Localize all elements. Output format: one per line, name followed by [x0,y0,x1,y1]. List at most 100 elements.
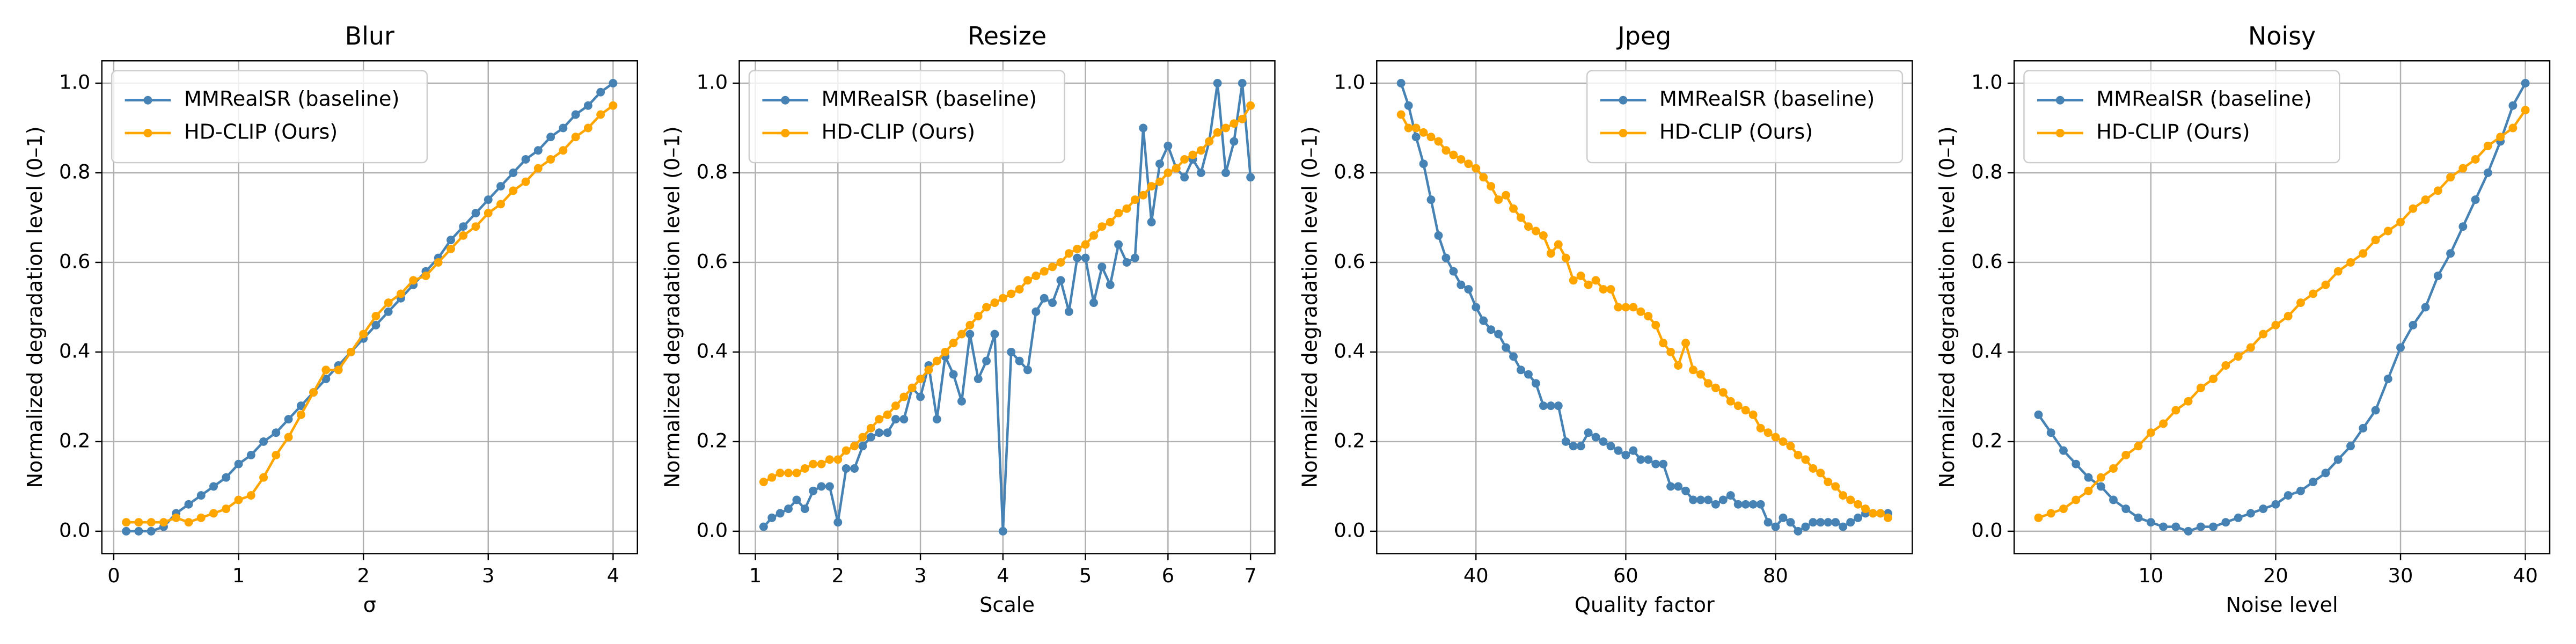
data-point [1147,182,1156,191]
data-point [1576,442,1585,451]
data-point [767,473,777,482]
data-point [1163,141,1173,150]
data-point [2159,419,2168,428]
data-point [2383,375,2392,383]
data-point [916,392,925,401]
data-point [1554,240,1563,249]
x-axis-label: Quality factor [1575,593,1715,617]
data-point [1531,379,1540,388]
data-point [2234,513,2243,522]
data-point [1048,298,1057,308]
legend-label: MMRealSR (baseline) [822,87,1037,111]
y-tick-label: 0.6 [1971,250,2002,273]
data-point [2034,513,2043,522]
data-point [1689,495,1697,504]
data-point [2371,406,2380,415]
data-point [384,298,393,308]
data-point [965,320,975,330]
data-point [1569,276,1578,285]
legend-label: MMRealSR (baseline) [184,87,400,111]
data-point [396,289,405,298]
legend-label: HD-CLIP (Ours) [2096,120,2250,144]
data-point [1517,365,1525,375]
data-point [1007,289,1016,298]
subplot: 0.0 0.2 0.4 0.6 0.8 1.0 0 1 2 3 4 Blur σ Normalized d… [23,21,638,617]
data-point [932,415,941,424]
data-point [2421,195,2430,204]
x-tick-label: 10 [2138,564,2163,587]
x-tick-label: 4 [607,564,619,587]
data-point [850,464,859,473]
data-point [1114,240,1123,249]
data-point [1636,307,1645,316]
data-point [1073,244,1082,253]
data-point [1441,146,1451,155]
data-point [1472,303,1481,312]
data-point [1246,173,1255,182]
data-point [1794,451,1803,459]
subplot: 0.0 0.2 0.4 0.6 0.8 1.0 40 60 80 Jpeg Quality fact… [1298,21,1913,617]
subplot: 0.0 0.2 0.4 0.6 0.8 1.0 10 20 30 40 Noisy Noise lev… [1935,21,2551,617]
x-tick-label: 4 [997,564,1009,587]
data-point [209,482,218,491]
data-point [2171,406,2180,415]
data-point [196,513,206,522]
x-tick-label: 2 [357,564,369,587]
data-point [1106,280,1115,289]
data-point [1599,437,1608,446]
data-point [1666,482,1675,491]
data-point [2296,486,2305,495]
data-point [1426,133,1436,142]
data-point [1861,504,1870,514]
y-tick-label: 0.2 [697,429,728,452]
data-point [1426,195,1436,204]
data-point [899,392,909,401]
data-point [1831,518,1840,527]
data-point [775,469,785,478]
data-point [2508,123,2518,133]
data-point [2521,79,2530,87]
data-point [1711,383,1720,392]
data-point [2184,397,2193,406]
series-line [126,104,614,524]
legend-box [111,70,428,164]
data-point [272,451,281,459]
data-point [2221,361,2230,370]
data-point [609,79,618,87]
data-point [496,182,505,191]
x-tick-label: 60 [1613,564,1638,587]
data-point [1139,191,1148,200]
data-point [384,307,393,316]
y-tick-label: 0.0 [1334,518,1365,541]
data-point [998,294,1007,303]
data-point [147,526,156,536]
data-point [1606,442,1615,451]
data-point [1839,522,1848,531]
x-axis-label: σ [363,593,376,617]
data-point [609,101,618,110]
x-axis-label: Scale [979,593,1035,617]
data-point [1756,500,1765,509]
x-tick-label: 40 [2513,564,2538,587]
data-point [2296,298,2305,308]
data-point [1396,79,1406,87]
data-point [998,526,1007,536]
data-point [1824,478,1833,487]
data-point [1539,231,1548,240]
data-point [2209,375,2218,383]
data-point [2246,509,2255,518]
y-tick-label: 1.0 [697,71,728,94]
data-point [272,428,281,437]
data-point [259,437,268,446]
data-point [1606,285,1615,294]
data-point [1155,177,1164,186]
data-point [2171,522,2180,531]
data-point [1449,267,1458,276]
data-point [866,433,875,442]
data-point [1434,231,1443,240]
data-point [1221,169,1230,177]
data-point [1180,173,1189,182]
y-tick-label: 0.8 [59,160,90,183]
data-point [2409,204,2418,213]
x-tick-label: 1 [749,564,762,587]
